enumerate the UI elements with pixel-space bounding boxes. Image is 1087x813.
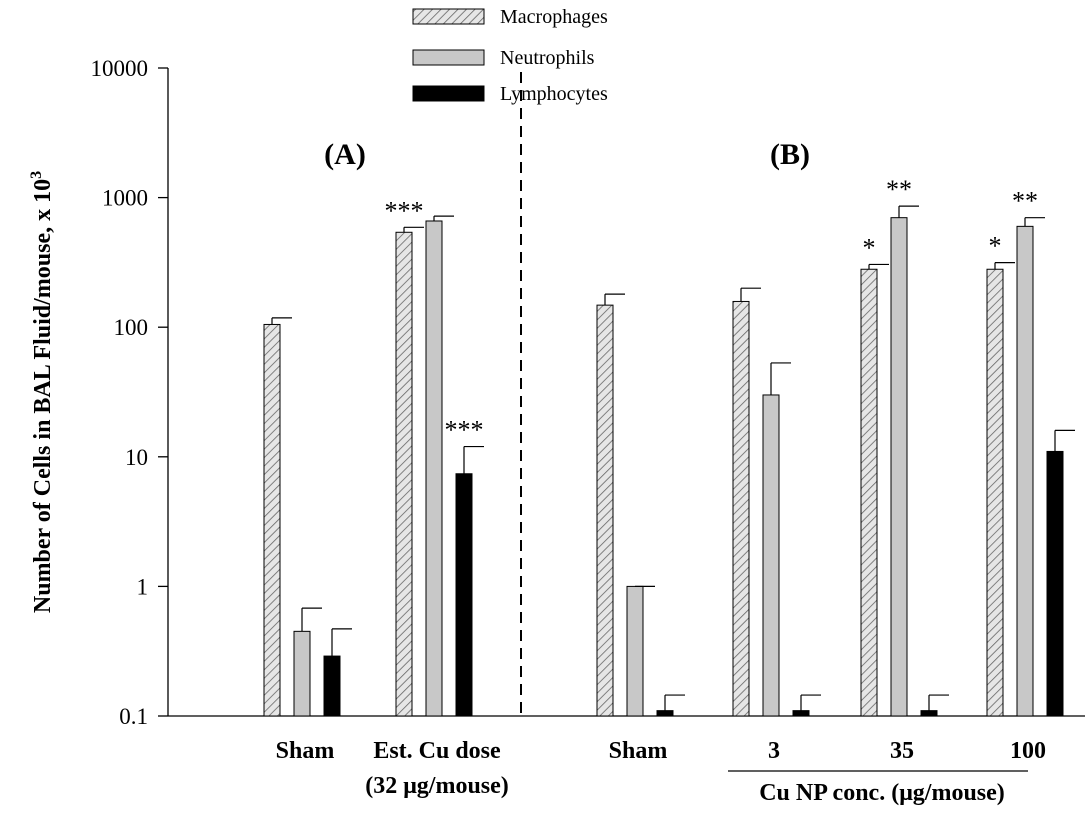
legend-swatch-neutrophil bbox=[412, 49, 485, 66]
labels-layer: Number of Cells in BAL Fluid/mouse, x 10… bbox=[28, 138, 1046, 806]
neutrophil-bar bbox=[425, 220, 443, 717]
significance-marker: * bbox=[989, 232, 1002, 261]
neutrophil-bar bbox=[762, 394, 780, 717]
concentration-span-label: Cu NP conc. (μg/mouse) bbox=[759, 780, 1005, 806]
macrophage-bar bbox=[395, 231, 413, 717]
legend-label-macrophage: Macrophages bbox=[500, 6, 608, 28]
group-label-line2: (32 μg/mouse) bbox=[365, 773, 509, 799]
macrophage-bar bbox=[596, 304, 614, 717]
y-axis-title-superscript: 3 bbox=[28, 171, 45, 179]
legend-swatch-lymphocyte bbox=[412, 85, 485, 102]
neutrophil-bar bbox=[890, 217, 908, 717]
group-label: 100 bbox=[1010, 738, 1046, 764]
y-tick-label: 10000 bbox=[91, 56, 149, 81]
lymphocyte-bar bbox=[656, 710, 674, 717]
lymphocyte-bar bbox=[455, 473, 473, 717]
y-tick-label: 100 bbox=[114, 315, 149, 340]
y-tick-label: 1000 bbox=[102, 186, 148, 211]
legend-label-neutrophil: Neutrophils bbox=[500, 47, 595, 69]
neutrophil-bar bbox=[293, 630, 311, 717]
significance-marker: ** bbox=[886, 175, 912, 204]
macrophage-bar bbox=[732, 300, 750, 717]
lymphocyte-bar bbox=[920, 710, 938, 717]
macrophage-bar bbox=[263, 323, 281, 717]
significance-marker: *** bbox=[385, 196, 424, 225]
macrophage-bar bbox=[986, 268, 1004, 717]
y-tick-label: 10 bbox=[125, 445, 148, 470]
lymphocyte-bar bbox=[792, 710, 810, 717]
panel-label: (A) bbox=[324, 138, 366, 171]
neutrophil-bar bbox=[626, 585, 644, 717]
group-label: 3 bbox=[768, 738, 780, 764]
group-label: 35 bbox=[890, 738, 914, 764]
significance-marker: *** bbox=[445, 416, 484, 445]
neutrophil-bar bbox=[1016, 225, 1034, 717]
y-tick-label: 0.1 bbox=[119, 704, 148, 729]
lymphocyte-bar bbox=[1046, 450, 1064, 717]
y-axis-title: Number of Cells in BAL Fluid/mouse, x 10… bbox=[28, 171, 56, 613]
legend-label-lymphocyte: Lymphocytes bbox=[500, 83, 608, 105]
y-tick-label: 1 bbox=[137, 574, 149, 599]
lymphocyte-bar bbox=[323, 655, 341, 717]
bars-layer bbox=[263, 205, 1075, 717]
y-axis-title-text: Number of Cells in BAL Fluid/mouse, x 10 bbox=[30, 179, 56, 613]
axis-layer: 10000 1000 100 10 1 0.1 bbox=[91, 56, 1085, 729]
group-label: Sham bbox=[609, 738, 668, 764]
significance-marker: * bbox=[863, 233, 876, 262]
legend-swatch-macrophage bbox=[412, 8, 485, 25]
significance-marker: ** bbox=[1012, 187, 1038, 216]
group-label: Sham bbox=[276, 738, 335, 764]
group-label: Est. Cu dose bbox=[373, 738, 501, 764]
legend: Macrophages Neutrophils Lymphocytes bbox=[412, 6, 608, 105]
panel-label: (B) bbox=[770, 138, 810, 171]
macrophage-bar bbox=[860, 268, 878, 717]
